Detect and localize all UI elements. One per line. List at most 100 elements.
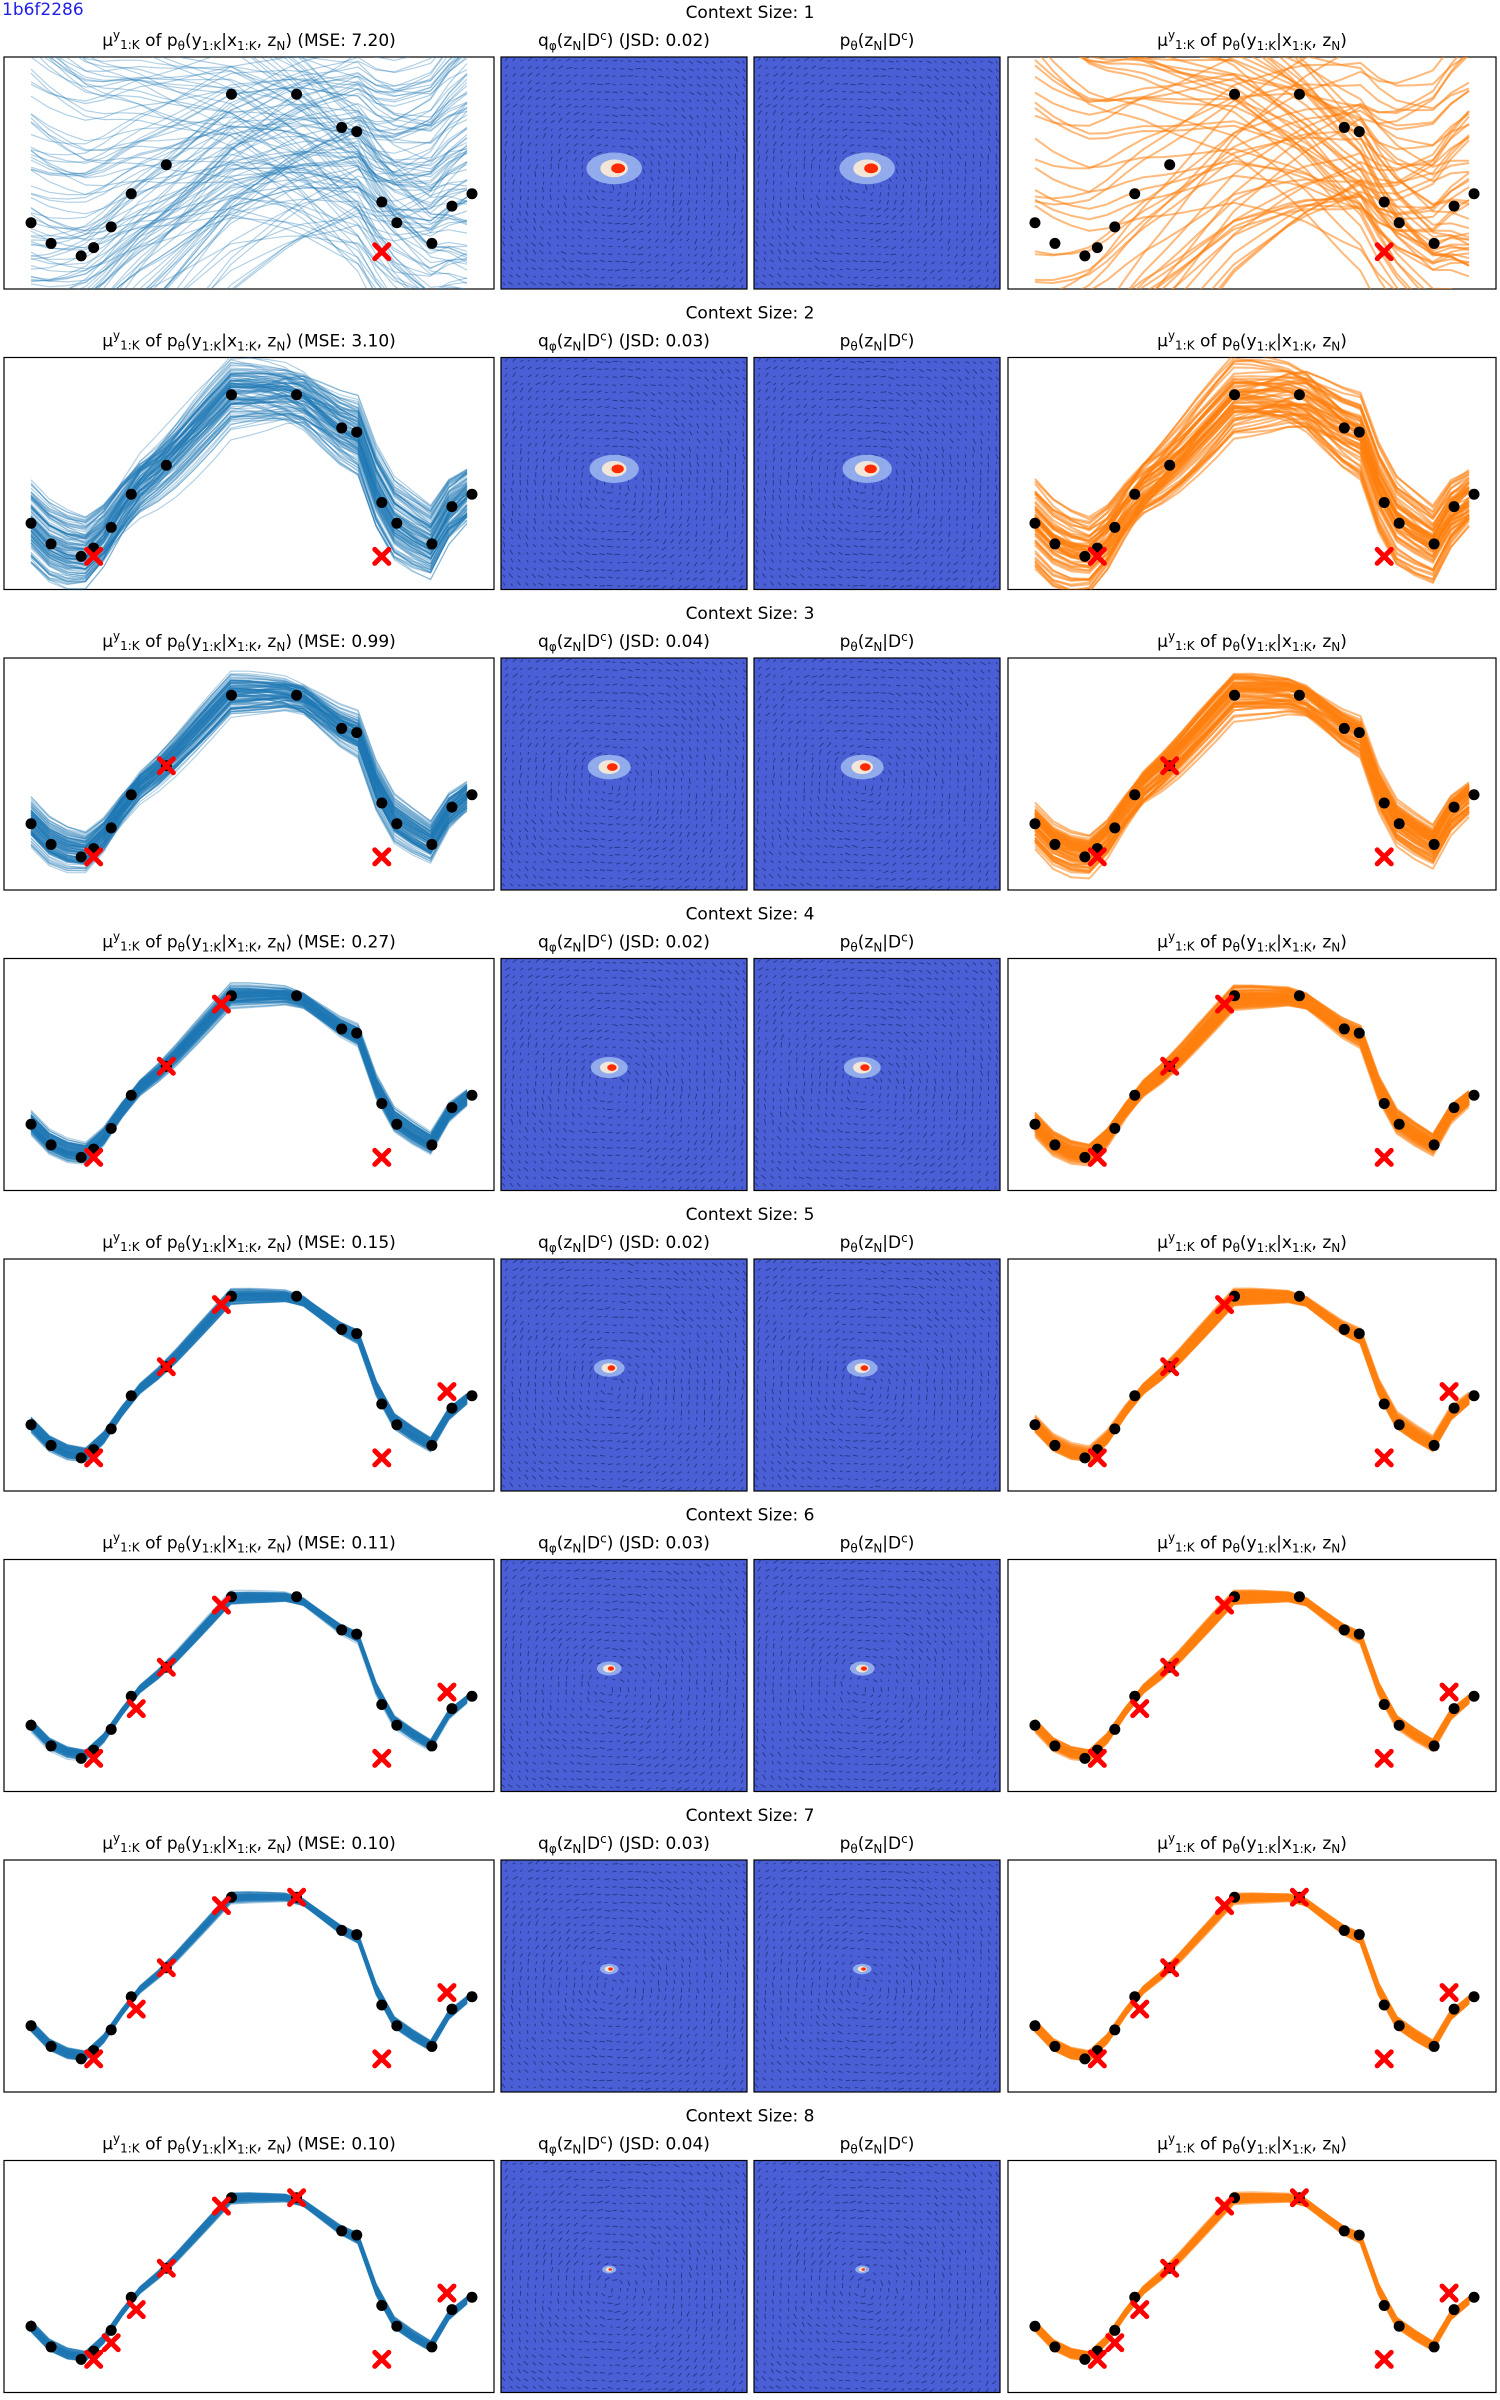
sample-line	[301, 57, 468, 225]
sample-line	[30, 385, 468, 542]
target-point	[1353, 2229, 1365, 2241]
sample-line	[30, 412, 468, 571]
sample-line	[30, 996, 468, 1153]
sample-line	[30, 388, 468, 540]
sample-line	[30, 997, 468, 1153]
sample-line	[30, 1596, 468, 1754]
target-point	[291, 1591, 303, 1603]
target-point	[426, 1740, 438, 1752]
sample-line	[30, 1593, 468, 1753]
posterior-panel-title: μy1:K of pθ(y1:K|x1:K, zN)	[1157, 1831, 1347, 1856]
q-density-title: qφ(zN|Dc) (JSD: 0.03)	[538, 1832, 710, 1856]
sample-line	[30, 179, 468, 273]
density-peak	[864, 464, 877, 474]
q-density-plot	[500, 1258, 748, 1492]
sample-line	[139, 101, 468, 289]
sample-line	[30, 1292, 468, 1451]
sample-line	[162, 134, 468, 289]
context-marker	[1160, 1056, 1180, 1076]
sample-line	[30, 683, 468, 840]
sample-line	[30, 171, 468, 251]
sample-line	[30, 396, 468, 581]
sample-line	[1034, 406, 1470, 582]
sample-line	[30, 706, 468, 865]
context-row: Context Size: 7 μy1:K of pθ(y1:K|x1:K, zN…	[102, 1806, 1347, 1856]
sample-line	[30, 1592, 468, 1754]
sample-line	[1034, 684, 1470, 852]
sample-line	[30, 691, 468, 852]
vector-field	[754, 658, 1000, 890]
target-point	[1129, 789, 1141, 801]
sample-line	[30, 683, 468, 836]
sample-line	[30, 88, 468, 192]
sample-line	[30, 987, 468, 1148]
sample-line	[93, 150, 468, 289]
density-frame	[753, 2159, 1001, 2394]
target-point	[1468, 1390, 1480, 1402]
sample-line	[30, 412, 468, 570]
sample-line	[209, 196, 468, 289]
context-marker	[1087, 546, 1107, 566]
target-point	[1448, 2003, 1460, 2015]
sample-line	[30, 372, 468, 531]
target-point	[1338, 2225, 1350, 2237]
target-point	[1338, 1624, 1350, 1636]
context-marker	[372, 2349, 392, 2369]
density-peak	[860, 1365, 869, 1371]
target-point	[1029, 1719, 1041, 1731]
target-point	[1378, 797, 1390, 809]
sample-line	[30, 379, 468, 560]
target-point	[1393, 818, 1405, 830]
density-frame	[500, 1558, 748, 1793]
sample-line	[1278, 57, 1470, 267]
vector-field	[754, 958, 1000, 1191]
sample-line	[115, 178, 468, 289]
context-size-label: Context Size: 8	[686, 2107, 815, 2127]
sample-line	[30, 699, 468, 847]
sample-line	[30, 371, 468, 567]
sample-line	[30, 695, 468, 872]
sample-line	[118, 57, 444, 289]
target-point	[160, 459, 172, 471]
sample-line	[30, 694, 468, 865]
target-point	[1428, 2341, 1440, 2353]
sample-line	[1080, 57, 1445, 289]
context-marker	[1130, 1699, 1150, 1719]
sample-line	[131, 127, 468, 289]
target-point	[1129, 1390, 1141, 1402]
context-marker	[1160, 1657, 1180, 1677]
vector-field	[501, 1559, 747, 1792]
sample-line	[30, 988, 468, 1147]
sample-line	[81, 57, 468, 234]
context-marker	[1160, 2258, 1180, 2278]
vector-field	[501, 357, 746, 590]
sample-line	[30, 681, 468, 843]
sample-line	[30, 694, 468, 849]
sample-line	[30, 57, 461, 246]
sample-line	[30, 1894, 468, 2055]
sample-line	[30, 1594, 468, 1751]
prior-function-plot	[3, 56, 495, 290]
sample-line	[30, 989, 468, 1147]
sample-line	[30, 699, 468, 847]
context-row: Context Size: 8 μy1:K of pθ(y1:K|x1:K, zN…	[102, 2107, 1347, 2157]
target-point	[466, 1390, 478, 1402]
sample-line	[47, 57, 383, 289]
density-frame	[753, 1558, 1001, 1793]
target-point	[426, 2040, 438, 2052]
context-marker	[156, 756, 176, 776]
posterior-panel-title: μy1:K of pθ(y1:K|x1:K, zN)	[1157, 2132, 1347, 2157]
q-density-title: qφ(zN|Dc) (JSD: 0.03)	[538, 330, 710, 354]
sample-line	[30, 694, 468, 870]
context-size-label: Context Size: 4	[686, 905, 815, 925]
sample-line	[30, 1595, 468, 1753]
sample-line	[30, 1894, 468, 2055]
sample-line	[1034, 378, 1470, 519]
sample-line	[1078, 57, 1470, 205]
density-peak	[608, 1967, 613, 1971]
sample-line	[290, 57, 468, 222]
sample-line	[163, 63, 468, 289]
sample-line	[30, 1593, 468, 1754]
sample-line	[30, 410, 468, 573]
sample-line	[30, 1596, 468, 1753]
